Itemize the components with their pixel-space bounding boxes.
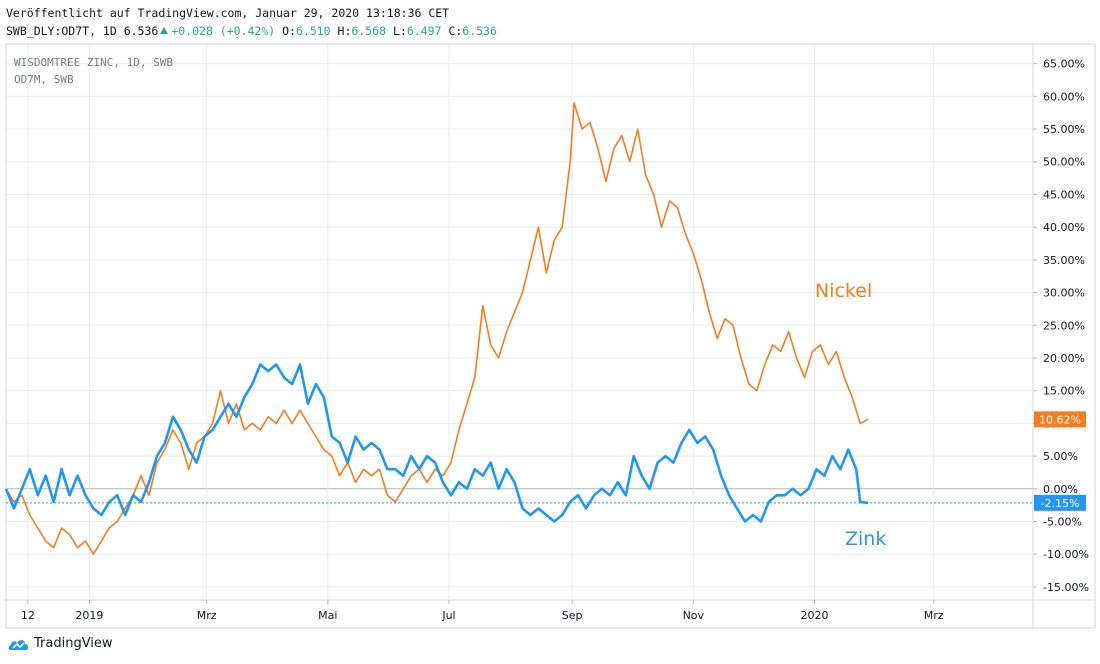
x-tick-label: Mrz — [924, 609, 944, 622]
change-value: +0.028 (+0.42%) — [171, 24, 276, 38]
last-value-badge-zink — [1034, 494, 1086, 511]
series-line-nickel — [5, 102, 869, 556]
chart-frame — [5, 43, 1096, 629]
y-tick-label: -15.00% — [1043, 581, 1089, 594]
y-tick-label: 0.00% — [1043, 483, 1078, 496]
brand-name: TradingView — [34, 636, 113, 651]
y-tick-label: -10.00% — [1043, 548, 1089, 561]
x-tick-label: 2019 — [75, 609, 103, 622]
last-value-text-nickel: 10.62% — [1039, 413, 1081, 426]
last-value-badge-nickel — [1034, 411, 1086, 428]
x-tick-label: 2020 — [800, 609, 828, 622]
published-line: Veröffentlicht auf TradingView.com, Janu… — [6, 6, 450, 20]
series-line-zink — [4, 363, 869, 523]
y-tick-label: 60.00% — [1043, 90, 1085, 103]
legend-line-1: WISDOMTREE ZINC, 1D, SWB — [14, 56, 173, 69]
legend-line-2: OD7M, SWB — [14, 73, 74, 86]
y-tick-label: 5.00% — [1043, 450, 1078, 463]
y-tick-label: 65.00% — [1043, 58, 1085, 71]
high-label: H: — [337, 24, 352, 38]
low-value: 6.497 — [406, 24, 442, 38]
y-tick-label: 45.00% — [1043, 188, 1085, 201]
y-tick-label: 15.00% — [1043, 385, 1085, 398]
low-label: L: — [392, 24, 407, 38]
y-tick-label: 35.00% — [1043, 254, 1085, 267]
y-tick-label: 25.00% — [1043, 319, 1085, 332]
y-tick-label: -5.00% — [1043, 516, 1082, 529]
y-tick-label: 20.00% — [1043, 352, 1085, 365]
annotation-nickel: Nickel — [815, 280, 872, 302]
symbol-label: SWB_DLY:OD7T, 1D 6.536 — [6, 24, 159, 38]
annotation-zink: Zink — [845, 528, 886, 550]
tradingview-brand[interactable]: TradingView — [8, 636, 113, 651]
open-label: O: — [282, 24, 296, 38]
y-tick-label: 55.00% — [1043, 123, 1085, 136]
open-value: 6.510 — [295, 24, 331, 38]
tradingview-logo-icon — [8, 639, 29, 650]
x-tick-label: Jul — [441, 609, 455, 622]
y-tick-label: 50.00% — [1043, 156, 1085, 169]
last-value-text-zink: -2.15% — [1041, 497, 1080, 510]
x-tick-label: Nov — [683, 609, 705, 622]
x-tick-label: Sep — [562, 609, 583, 622]
close-value: 6.536 — [462, 24, 497, 38]
triangle-up-icon — [160, 27, 169, 34]
symbol-info-line: SWB_DLY:OD7T, 1D 6.536 +0.028 (+0.42%) O:… — [6, 24, 497, 38]
close-label: C: — [448, 24, 463, 38]
x-tick-label: 12 — [21, 609, 35, 622]
x-tick-label: Mai — [318, 609, 337, 622]
y-tick-label: 30.00% — [1043, 287, 1085, 300]
x-tick-label: Mrz — [197, 609, 217, 622]
high-value: 6.568 — [351, 24, 387, 38]
y-tick-label: 40.00% — [1043, 221, 1085, 234]
